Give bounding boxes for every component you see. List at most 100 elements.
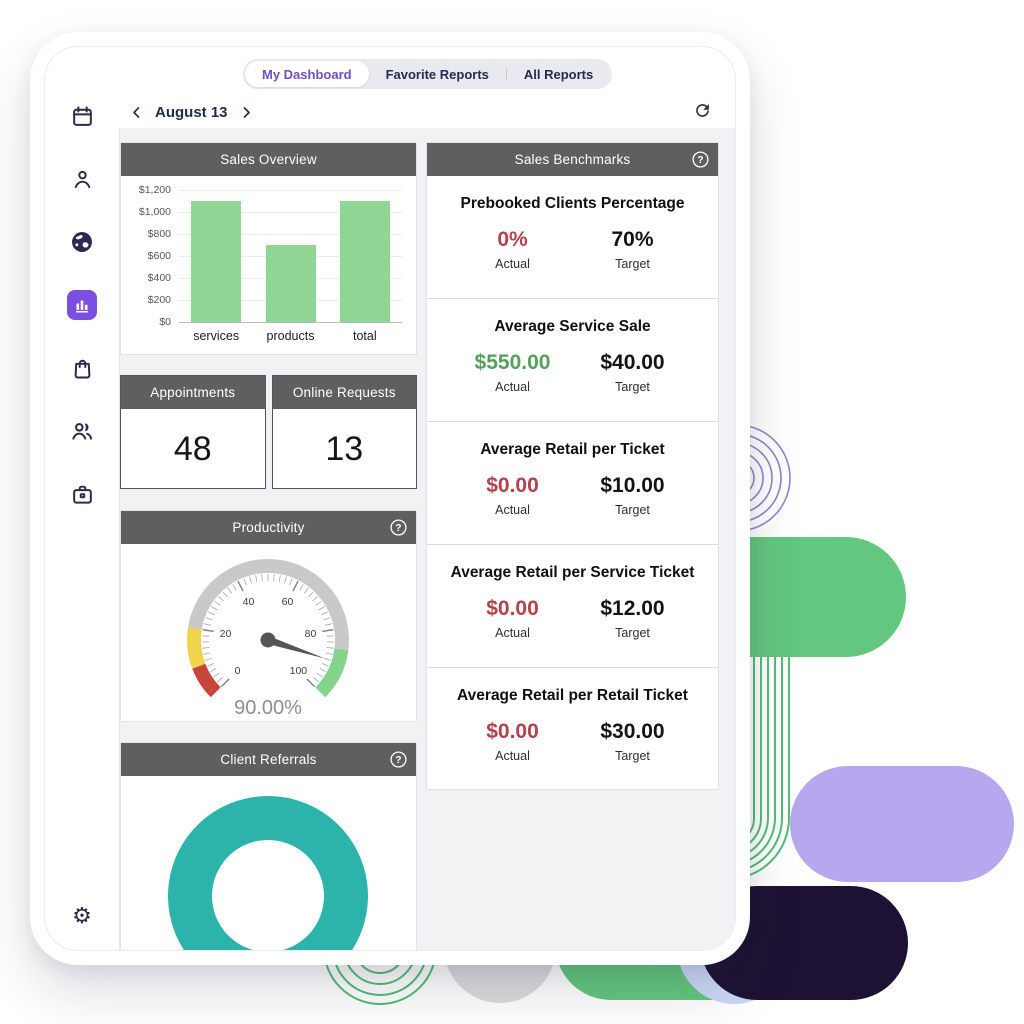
online-requests-count: 13 [325,429,364,468]
benchmark-title: Prebooked Clients Percentage [460,195,685,212]
benchmark-actual-value: 0% [497,228,528,251]
svg-text:?: ? [395,755,401,766]
benchmark-title: Average Retail per Service Ticket [450,564,695,581]
benchmark-target-label: Target [615,503,650,517]
svg-text:80: 80 [305,628,317,640]
y-axis-tick-label: $0 [159,316,171,328]
benchmark-target-value: $12.00 [600,597,665,620]
appointments-title: Appointments [150,385,236,400]
benchmark-actual-label: Actual [495,503,530,517]
current-date-label: August 13 [155,103,228,121]
people-icon [72,423,93,440]
gauge-svg: 0 20 40 60 80 100 90.00% [187,558,349,719]
y-axis-tick-label: $1,000 [138,206,171,218]
benchmark-values: $0.00 Actual $12.00 Target [469,597,677,640]
help-icon[interactable]: ? [390,519,407,536]
benchmark-target-label: Target [615,626,650,640]
donut-svg [168,796,368,950]
benchmark-title: Average Retail per Retail Ticket [457,687,688,704]
previous-day-button[interactable] [129,105,144,120]
benchmark-target-label: Target [615,257,650,271]
tab-favorite-reports[interactable]: Favorite Reports [385,66,489,82]
sales-overview-card: Sales Overview $0 $200 $400 $600 $800 $1,000 $… [120,142,417,355]
dashboard-content: Sales Overview $0 $200 $400 $600 $800 $1,000 $… [119,128,735,950]
svg-text:100: 100 [290,665,308,677]
sidebar-item-calendar[interactable] [67,101,97,131]
client-referrals-title: Client Referrals [220,752,317,767]
sidebar-item-profile[interactable] [67,164,97,194]
calendar-icon [72,105,92,126]
sidebar-item-globe[interactable] [67,227,97,257]
productivity-header: Productivity ? [121,511,416,544]
benchmark-actual-value: $0.00 [486,720,539,743]
gridline [179,322,402,323]
benchmark-actual-label: Actual [495,749,530,763]
bar-chart-icon [76,300,88,313]
benchmark-target-value: $10.00 [600,474,665,497]
benchmark-values: $0.00 Actual $30.00 Target [469,720,677,763]
sidebar: ⚙ [45,101,119,950]
briefcase-icon [72,485,92,504]
bar-total [339,201,390,322]
sidebar-item-clients[interactable] [67,416,97,446]
next-day-button[interactable] [239,105,254,120]
tab-my-dashboard[interactable]: My Dashboard [245,61,369,87]
gear-icon: ⚙ [72,904,92,929]
gauge-value-label: 90.00% [234,697,302,719]
refresh-button[interactable] [693,101,712,120]
svg-text:60: 60 [282,596,294,608]
counters-row: Appointments 48 Online Requests 13 [120,375,417,489]
benchmark-target-label: Target [615,749,650,763]
client-referrals-header: Client Referrals ? [121,743,416,776]
client-referrals-card: Client Referrals ? [120,742,417,950]
y-axis-tick-label: $200 [147,294,171,306]
x-axis-category-label: services [193,329,240,343]
benchmark-section: Average Service Sale $550.00 Actual $40.00 T… [427,299,718,422]
sales-benchmarks-header: Sales Benchmarks ? [427,143,718,176]
productivity-title: Productivity [232,520,305,535]
sales-overview-bar-chart: $0 $200 $400 $600 $800 $1,000 $1,200 services pr… [121,176,416,354]
benchmark-title: Average Service Sale [494,318,651,335]
benchmark-title: Average Retail per Ticket [480,441,665,458]
tablet-frame: My Dashboard Favorite Reports All Report… [30,32,750,965]
dashboard-screen: My Dashboard Favorite Reports All Report… [44,46,736,951]
benchmark-actual-label: Actual [495,257,530,271]
client-referrals-donut-chart [121,776,416,950]
svg-text:0: 0 [235,665,241,677]
shopping-bag-icon [74,359,90,378]
chevron-left-icon [133,106,140,118]
sidebar-item-reports-active[interactable] [67,290,97,320]
online-requests-card: Online Requests 13 [271,375,417,489]
tab-separator [505,67,507,81]
help-icon[interactable]: ? [390,751,407,768]
y-axis-tick-label: $1,200 [138,184,171,196]
sidebar-item-shopping-bag[interactable] [67,353,97,383]
globe-icon [72,232,92,252]
online-requests-header: Online Requests [272,376,416,409]
tab-all-reports[interactable]: All Reports [523,66,594,82]
benchmark-actual-label: Actual [495,380,530,394]
x-axis-category-label: products [266,329,315,343]
right-column: Sales Benchmarks ? Prebooked Clients Per… [426,142,719,950]
appointments-card: Appointments 48 [120,375,266,489]
productivity-gauge: 0 20 40 60 80 100 90.00% [121,544,416,727]
refresh-icon [696,104,709,117]
bar-products [265,245,316,322]
sales-benchmarks-title: Sales Benchmarks [514,152,631,167]
benchmark-target-label: Target [615,380,650,394]
benchmark-actual-label: Actual [495,626,530,640]
sidebar-item-settings[interactable]: ⚙ [45,906,119,928]
chevron-right-icon [243,106,250,118]
sidebar-item-briefcase[interactable] [67,479,97,509]
bar-services [191,201,242,322]
report-tabs: My Dashboard Favorite Reports All Report… [243,59,613,89]
y-axis-tick-label: $600 [147,250,171,262]
sales-overview-title: Sales Overview [220,152,317,167]
help-icon[interactable]: ? [692,151,709,168]
left-column: Sales Overview $0 $200 $400 $600 $800 $1,000 $… [120,142,417,950]
gridline [179,190,402,191]
appointments-header: Appointments [121,376,265,409]
benchmark-values: $550.00 Actual $40.00 Target [469,351,677,394]
person-icon [74,170,90,188]
